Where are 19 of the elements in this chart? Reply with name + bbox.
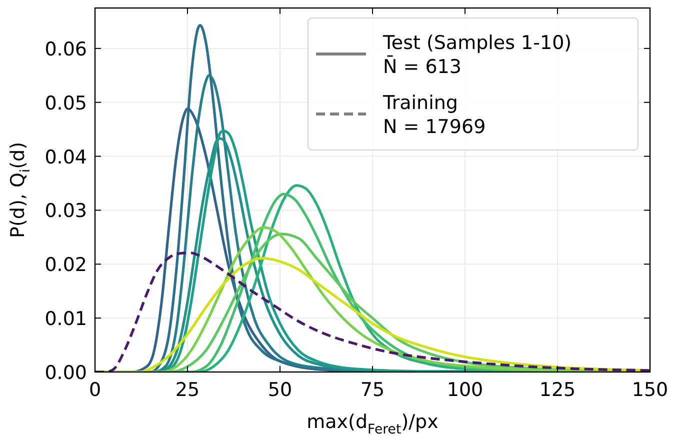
annotation: N̄ = 613 <box>383 54 462 78</box>
y-tick-label: 0.05 <box>44 92 87 114</box>
y-tick-label: 0.02 <box>44 254 87 276</box>
x-tick-label: 125 <box>539 379 576 401</box>
x-tick-label: 75 <box>360 379 385 401</box>
y-tick-label: 0.01 <box>44 308 87 330</box>
y-tick-label: 0.00 <box>44 362 87 384</box>
x-axis-title: max(d$_{Feret}$)/px <box>306 411 438 438</box>
y-tick-label: 0.03 <box>44 200 87 222</box>
y-tick-label: 0.04 <box>44 146 87 168</box>
annotation: N = 17969 <box>383 116 486 138</box>
x-tick-label: 150 <box>632 379 668 401</box>
x-tick-label: 25 <box>175 379 200 401</box>
x-tick-label: 100 <box>446 379 484 401</box>
x-tick-label: 50 <box>268 379 292 401</box>
x-tick-label: 0 <box>88 379 102 401</box>
annotation: Training <box>382 92 458 114</box>
y-tick-label: 0.06 <box>44 38 87 60</box>
annotation: Test (Samples 1-10) <box>382 32 572 54</box>
